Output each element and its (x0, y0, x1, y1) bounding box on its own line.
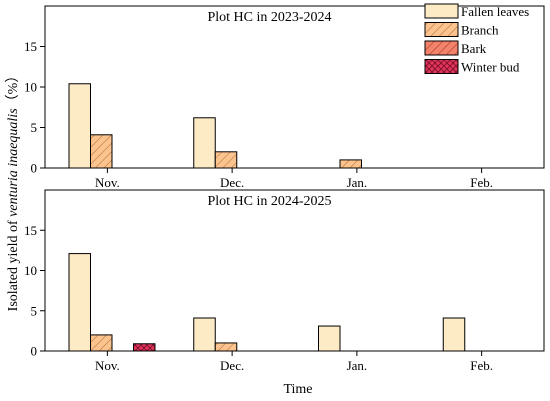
bar (133, 343, 156, 352)
y-tick-label: 15 (24, 223, 37, 238)
x-tick-label: Dec. (220, 358, 244, 373)
y-axis-label-prefix: Isolated yield of (6, 217, 21, 311)
bar (90, 334, 113, 352)
y-axis-label: Isolated yield of venturia inaequalis（%） (5, 69, 21, 312)
x-tick-label: Feb. (470, 358, 493, 373)
legend-swatch (424, 40, 459, 56)
x-tick-label: Jan. (347, 175, 368, 190)
bar (193, 117, 216, 169)
y-axis-label-unit: （%） (5, 69, 21, 109)
bar (193, 317, 216, 352)
x-tick-label: Jan. (347, 358, 368, 373)
panel-2023-2024: 0 5 10 15 Nov. Dec. Jan. Feb. Plot HC in 2023-20… (24, 5, 545, 190)
bar (442, 317, 466, 352)
y-tick-label: 5 (31, 120, 38, 135)
legend-label: Fallen leaves (461, 4, 529, 19)
legend-label: Bark (461, 41, 487, 56)
y-tick-label: 10 (24, 80, 37, 95)
panel-title: Plot HC in 2023-2024 (207, 10, 331, 25)
y-tick-label: 5 (31, 303, 38, 318)
x-tick-label: Nov. (95, 358, 120, 373)
bar (339, 159, 362, 169)
legend-swatch (424, 3, 459, 19)
y-tick-label: 0 (31, 161, 38, 176)
y-axis-label-species: venturia inaequalis (6, 108, 21, 217)
y-tick-label: 0 (31, 344, 38, 359)
x-tick-label: Dec. (220, 175, 244, 190)
bar (90, 134, 113, 169)
x-tick-label: Nov. (95, 175, 120, 190)
legend-label: Branch (461, 23, 499, 38)
legend-label: Winter bud (461, 60, 520, 75)
legend-swatch (424, 22, 459, 37)
x-axis-label: Time (283, 382, 312, 397)
y-tick-label: 15 (24, 39, 37, 54)
bar (214, 151, 238, 169)
x-tick-label: Feb. (470, 175, 493, 190)
bar (214, 342, 238, 352)
plot-frame (44, 189, 545, 352)
bar (68, 83, 91, 169)
panel-2024-2025: 0 5 10 15 Nov. Dec. Jan. Feb. Plot HC in 2024-20… (24, 189, 545, 373)
bar (318, 325, 341, 352)
bar (68, 253, 91, 352)
legend: Fallen leaves Branch Bark Winter bud (424, 3, 529, 75)
panel-title: Plot HC in 2024-2025 (207, 194, 331, 209)
y-tick-label: 10 (24, 263, 37, 278)
legend-swatch (424, 59, 459, 74)
